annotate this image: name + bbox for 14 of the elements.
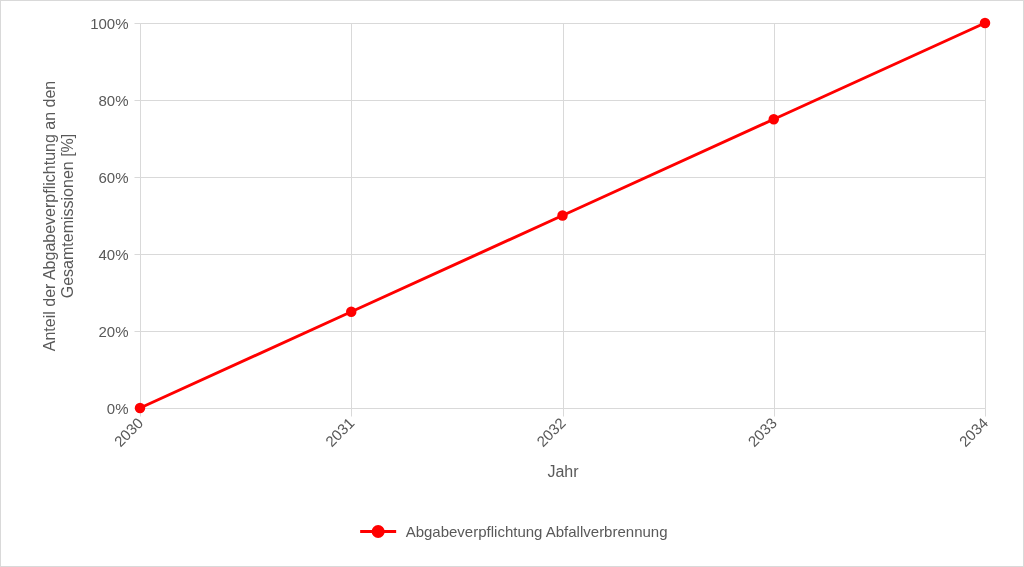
y-tick-label: 20% (98, 322, 129, 340)
y-tick-label: 60% (98, 168, 129, 186)
y-tick-label: 40% (98, 245, 129, 263)
point (557, 210, 568, 221)
y-tick-label: 80% (98, 91, 129, 109)
x-axis-title: Jahr (547, 462, 580, 480)
point (346, 306, 357, 317)
point (979, 17, 991, 29)
y-tick-label: 0% (106, 399, 129, 417)
y-axis-title: Anteil der Abgabeverpflichtung an den Gesamtemissionen [%] (41, 80, 77, 352)
point (134, 402, 146, 414)
legend-label: Abgabeverpflichtung Abfallverbrennung (405, 522, 668, 540)
point (768, 114, 779, 125)
y-tick-label: 100% (90, 14, 129, 32)
